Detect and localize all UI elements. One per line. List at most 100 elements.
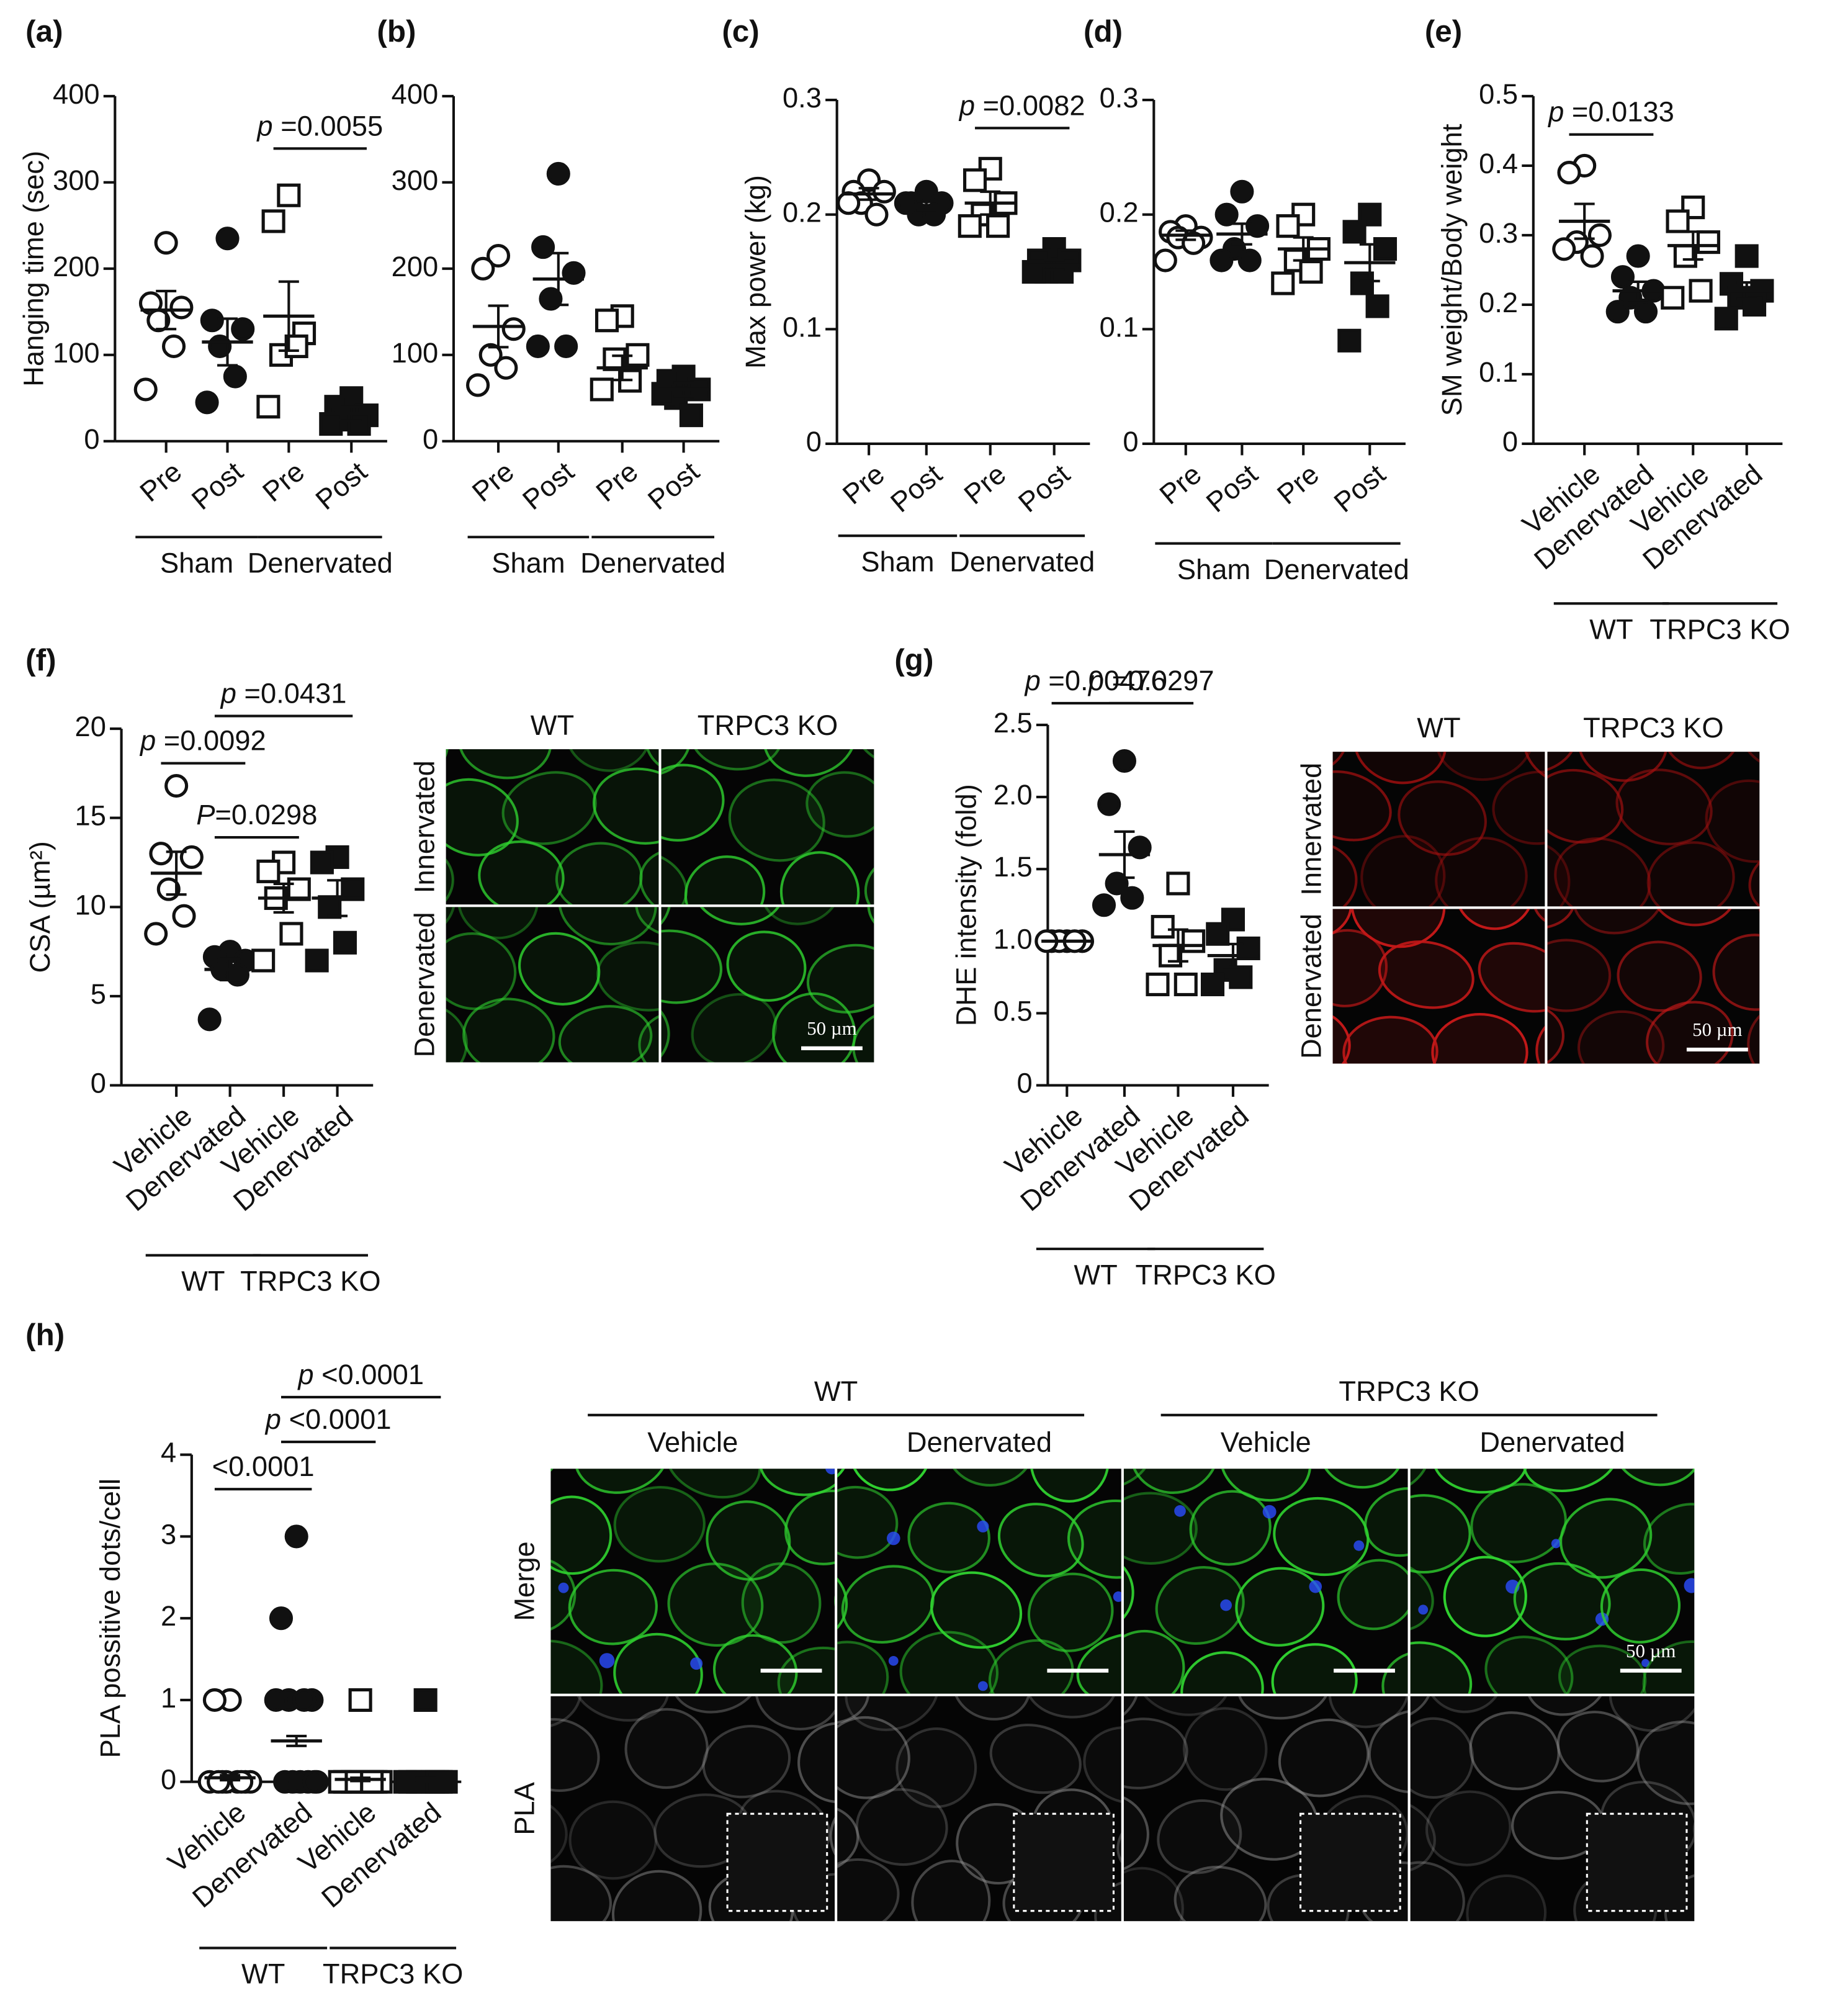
muscle-fiber bbox=[1410, 1560, 1434, 1632]
data-point bbox=[1153, 248, 1177, 272]
muscle-fiber bbox=[661, 907, 671, 939]
muscle-fiber bbox=[989, 1723, 1082, 1794]
data-point bbox=[1221, 907, 1245, 932]
data-point bbox=[837, 191, 861, 215]
muscle-fiber bbox=[1237, 1696, 1331, 1720]
muscle-fiber bbox=[1123, 1792, 1149, 1873]
muscle-fiber bbox=[550, 1556, 577, 1634]
nucleus bbox=[977, 1681, 988, 1691]
muscle-fiber bbox=[1513, 1562, 1611, 1640]
muscle-fiber bbox=[758, 1469, 835, 1496]
scale-bar-label: 50 µm bbox=[1626, 1640, 1676, 1662]
significance-label: p =0.0431 bbox=[220, 678, 347, 709]
tile-tissue bbox=[1547, 752, 1760, 907]
data-point bbox=[256, 859, 280, 883]
tile-tissue bbox=[1332, 909, 1545, 1064]
y-tick-label: 5 bbox=[91, 978, 106, 1010]
muscle-fiber bbox=[837, 1803, 859, 1875]
data-point bbox=[1120, 886, 1144, 910]
data-point bbox=[251, 948, 276, 973]
muscle-fiber bbox=[1360, 835, 1446, 907]
data-point bbox=[1552, 237, 1576, 261]
scale-bar-label: 50 µm bbox=[807, 1017, 856, 1039]
y-tick-label: 15 bbox=[75, 800, 106, 832]
row-label: Denervated bbox=[1296, 914, 1327, 1059]
muscle-fiber bbox=[1381, 1650, 1408, 1694]
y-tick-label: 0.5 bbox=[994, 995, 1033, 1027]
muscle-fiber bbox=[1271, 1643, 1358, 1694]
muscle-fiber bbox=[1757, 909, 1760, 941]
muscle-fiber bbox=[661, 763, 725, 842]
nucleus bbox=[1684, 1578, 1695, 1593]
data-point bbox=[1151, 915, 1175, 939]
muscle-fiber bbox=[1690, 1696, 1695, 1720]
muscle-fiber bbox=[706, 1500, 791, 1581]
data-point bbox=[1580, 244, 1604, 268]
data-point bbox=[319, 412, 343, 436]
muscle-fiber bbox=[1535, 1009, 1545, 1064]
nucleus bbox=[888, 1655, 899, 1666]
muscle-fiber bbox=[661, 994, 670, 1063]
data-point bbox=[223, 364, 247, 389]
muscle-fiber bbox=[1600, 1568, 1681, 1644]
muscle-fiber bbox=[1712, 934, 1760, 1011]
data-point bbox=[1633, 300, 1658, 324]
group-label: Denervated bbox=[949, 546, 1095, 577]
muscle-fiber bbox=[1317, 1469, 1406, 1489]
muscle-fiber bbox=[665, 1469, 761, 1499]
y-tick-label: 0.1 bbox=[1100, 311, 1139, 343]
nucleus bbox=[886, 1531, 900, 1546]
data-point bbox=[471, 256, 495, 281]
muscle-fiber bbox=[1189, 1490, 1272, 1566]
tile-background bbox=[837, 1469, 1121, 1694]
data-point bbox=[149, 842, 173, 866]
data-point bbox=[161, 334, 186, 358]
group-label: Sham bbox=[491, 547, 565, 579]
y-tick-label: 1.0 bbox=[994, 923, 1033, 955]
muscle-fiber bbox=[852, 1009, 874, 1063]
muscle-fiber bbox=[446, 778, 519, 857]
group-label: TRPC3 KO bbox=[240, 1266, 380, 1297]
y-axis-label: Hanging time (sec) bbox=[18, 151, 50, 387]
nucleus bbox=[825, 1469, 835, 1475]
muscle-fiber bbox=[624, 1708, 709, 1789]
row-label: PLA bbox=[508, 1781, 540, 1835]
x-tick-label: Post bbox=[310, 456, 374, 516]
y-tick-label: 0.2 bbox=[1100, 197, 1139, 228]
significance-label: <0.0001 bbox=[212, 1451, 315, 1482]
data-point bbox=[1365, 294, 1389, 318]
muscle-fiber bbox=[571, 1696, 670, 1722]
muscle-fiber bbox=[446, 749, 449, 778]
muscle-fiber bbox=[907, 1501, 990, 1573]
y-tick-label: 2.0 bbox=[994, 779, 1033, 811]
muscle-fiber bbox=[1547, 938, 1612, 1012]
muscle-fiber bbox=[1332, 929, 1388, 1007]
column-label: WT bbox=[531, 709, 574, 741]
muscle-fiber bbox=[1648, 909, 1739, 927]
muscle-fiber bbox=[558, 1005, 653, 1063]
data-point bbox=[1587, 223, 1612, 247]
muscle-fiber bbox=[1431, 1012, 1528, 1064]
muscle-fiber bbox=[797, 1722, 835, 1804]
inset-box bbox=[726, 1812, 828, 1912]
muscle-fiber bbox=[611, 1870, 702, 1922]
data-point bbox=[872, 179, 896, 204]
muscle-fiber bbox=[550, 1469, 560, 1485]
y-tick-label: 2.5 bbox=[994, 707, 1033, 739]
muscle-fiber bbox=[661, 749, 691, 777]
data-point bbox=[1214, 202, 1239, 227]
y-tick-label: 20 bbox=[75, 711, 106, 742]
muscle-fiber bbox=[613, 1632, 703, 1694]
y-tick-label: 0 bbox=[84, 423, 99, 455]
muscle-fiber bbox=[1547, 840, 1571, 907]
muscle-fiber bbox=[1547, 909, 1576, 930]
muscle-fiber bbox=[848, 1469, 932, 1492]
inset-box bbox=[1013, 1812, 1115, 1912]
x-tick-label: Post bbox=[1012, 458, 1076, 519]
data-point bbox=[277, 183, 301, 207]
muscle-fiber bbox=[1435, 752, 1534, 781]
muscle-fiber bbox=[1425, 1790, 1512, 1866]
muscle-fiber bbox=[667, 1562, 764, 1647]
data-point bbox=[284, 1524, 308, 1549]
